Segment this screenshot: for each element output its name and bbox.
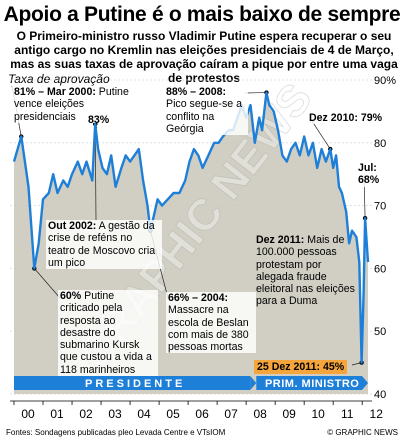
annotation-83: 83% xyxy=(88,114,110,126)
x-tick-label: 07 xyxy=(224,407,238,421)
x-tick-label: 12 xyxy=(370,407,384,421)
era-label: PRIM. MINISTRO xyxy=(265,378,359,390)
annotation-beslan: 66% – 2004: Massacre na escola de Beslan… xyxy=(166,292,256,354)
x-tick-label: 02 xyxy=(79,407,93,421)
annotation-dec-2011-45: 25 Dez 2011: 45% xyxy=(254,360,348,375)
x-tick-label: 08 xyxy=(253,407,267,421)
y-tick-label: 40 xyxy=(374,389,386,401)
annotation-jul: Jul: 68% xyxy=(356,162,386,187)
y-tick-label: 90% xyxy=(374,75,396,87)
x-tick-label: 05 xyxy=(166,407,180,421)
x-tick-label: 10 xyxy=(311,407,325,421)
brand-credit: © GRAPHIC NEWS xyxy=(327,428,398,437)
x-tick-label: 04 xyxy=(137,407,151,421)
x-tick-label: 01 xyxy=(50,407,64,421)
x-tick-label: 00 xyxy=(21,407,35,421)
y-tick-label: 60 xyxy=(374,263,386,275)
x-tick-label: 11 xyxy=(341,407,354,421)
annotation-protests: Dez 2011: Mais de 100.000 pessoas protes… xyxy=(256,234,355,308)
era-band: PRESIDENTE PRIM. MINISTRO xyxy=(14,376,368,390)
annotation-dec-2010: Dez 2010: 79% xyxy=(307,112,385,125)
annotation-kursk: 60% Putine criticado pela resposta ao de… xyxy=(58,290,158,377)
source-note: Fontes: Sondagens publicadas pleo Levada… xyxy=(6,428,226,437)
x-tick-label: 09 xyxy=(282,407,296,421)
axes: 90% 80 70 60 50 40 00 01 02 03 04 05 06 07 08 09 10 11 12 xyxy=(10,75,396,421)
annotation-2000-election: 81% – Mar 2000: Putine vence eleições pr… xyxy=(12,86,138,123)
annotation-2002-hostage: Out 2002: A gestão da crise de reféns no… xyxy=(46,220,162,270)
y-tick-label: 70 xyxy=(374,201,386,213)
x-tick-label: 03 xyxy=(108,407,122,421)
era-band-arrow xyxy=(250,376,257,390)
approval-series xyxy=(12,91,370,364)
y-tick-label: 50 xyxy=(374,326,386,338)
annotation-georgia: 88% – 2008: Pico segue-se a conflito na … xyxy=(164,86,248,136)
x-tick-label: 06 xyxy=(195,407,209,421)
lead-text: O Primeiro-ministro russo Vladimir Putin… xyxy=(10,29,398,85)
y-tick-label: 80 xyxy=(374,138,386,150)
era-band-arrow xyxy=(362,376,368,390)
y-axis-label: Taxa de aprovação xyxy=(8,72,110,86)
page-title: Apoio a Putine é o mais baixo de sempre xyxy=(3,3,401,26)
approval-line xyxy=(12,91,370,364)
era-band-segment xyxy=(256,376,362,390)
era-label: PRESIDENTE xyxy=(85,378,185,390)
leader-line xyxy=(34,268,61,299)
era-band-segment xyxy=(14,376,251,390)
